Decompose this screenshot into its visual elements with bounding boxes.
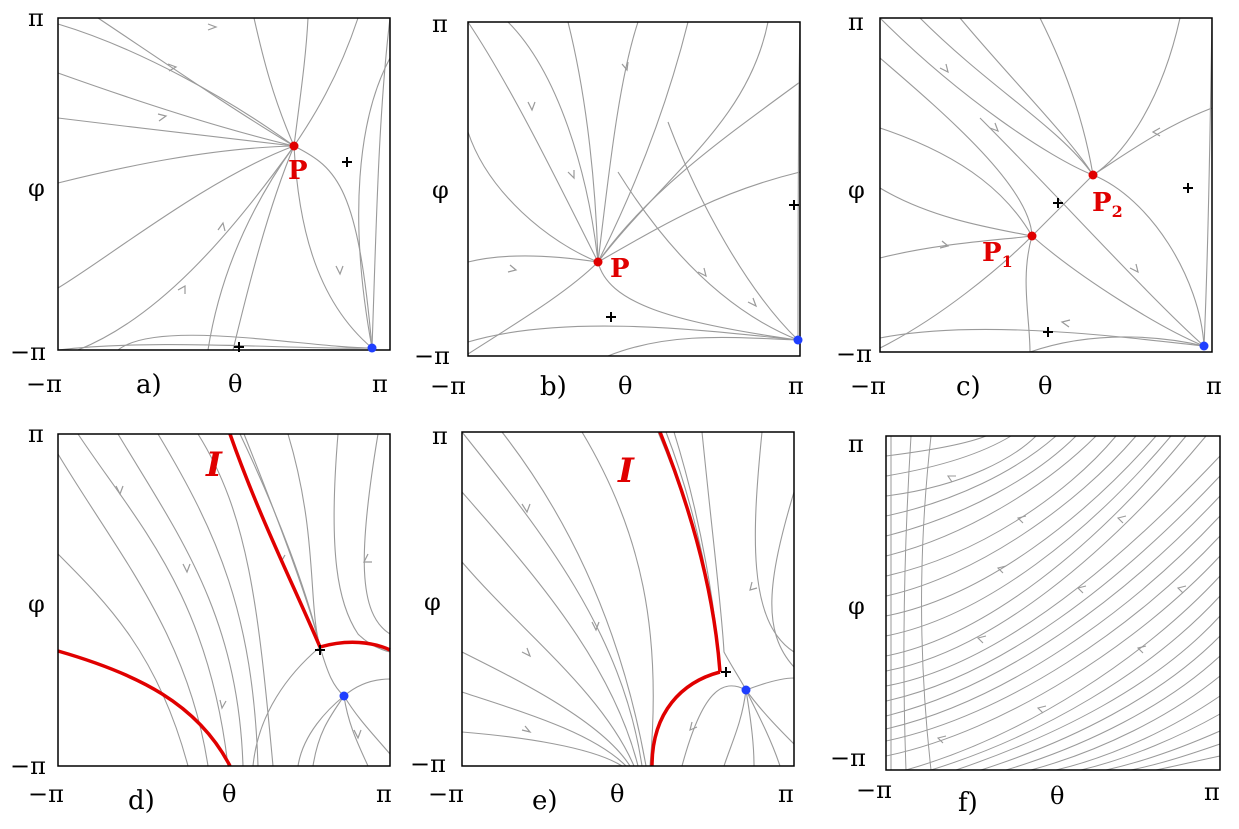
panel-d: π φ −π −π θ π d) (0, 410, 410, 829)
stable-point-p (289, 141, 299, 151)
point-label-p: P (288, 156, 308, 186)
y-max-label: π (28, 420, 44, 448)
stable-point-p2 (1088, 170, 1098, 180)
panel-a: π φ −π −π θ π a) (0, 0, 400, 410)
y-axis-label: φ (28, 590, 45, 618)
panel-tag: e) (532, 786, 558, 816)
flow-arrows (115, 485, 372, 740)
phase-portrait (879, 17, 1213, 353)
point-label-p2: P2 (1092, 188, 1123, 222)
point-label-p: P (610, 254, 630, 284)
x-max-label: π (1206, 372, 1222, 400)
x-axis-label: θ (1050, 782, 1065, 810)
saddle-point-marker (1053, 198, 1063, 208)
attractor-point (793, 335, 803, 345)
x-min-label: −π (856, 776, 892, 804)
panel-tag: b) (540, 372, 567, 402)
x-axis-label: θ (228, 370, 243, 398)
y-max-label: π (432, 10, 448, 38)
x-max-label: π (376, 780, 392, 808)
y-min-label: −π (10, 338, 46, 366)
saddle-point-marker-2 (234, 342, 244, 352)
frame (57, 17, 391, 351)
stable-point-p (593, 257, 603, 267)
panel-tag: f) (958, 788, 978, 818)
flow-lines (467, 21, 801, 357)
panel-b: π φ −π −π θ π b) (410, 0, 820, 410)
saddle-point-marker-3 (1043, 327, 1053, 337)
panel-e: π φ −π −π θ π e) (410, 410, 820, 829)
frame (57, 433, 391, 767)
x-min-label: −π (28, 780, 64, 808)
x-axis-label: θ (222, 780, 237, 808)
phase-portrait (57, 433, 391, 767)
y-max-label: π (848, 8, 864, 36)
saddle-point-marker-2 (1183, 183, 1193, 193)
saddle-point-marker-2 (606, 312, 616, 322)
flow-arrows (157, 23, 344, 294)
attractor-point (1199, 341, 1209, 351)
stable-point-p1 (1027, 231, 1037, 241)
attractor-point (339, 691, 349, 701)
phase-portrait (461, 431, 795, 767)
flow-lines (879, 17, 1213, 353)
frame (467, 21, 801, 357)
y-min-label: −π (836, 340, 872, 368)
x-max-label: π (778, 780, 794, 808)
panel-c: π φ −π −π θ π c) (822, 0, 1239, 410)
flow-lines (57, 433, 391, 767)
flow-arrows (507, 61, 758, 308)
x-axis-label: θ (618, 372, 633, 400)
y-max-label: π (432, 422, 448, 450)
x-axis-label: θ (1038, 372, 1053, 400)
phase-portrait (467, 21, 803, 357)
y-axis-label: φ (28, 174, 45, 202)
flow-lines (57, 17, 391, 351)
y-min-label: −π (410, 750, 446, 778)
flow-arrows (939, 63, 1161, 328)
y-min-label: −π (414, 342, 450, 370)
x-min-label: −π (26, 370, 62, 398)
separatrix-label-i: I (206, 445, 222, 485)
x-axis-label: θ (610, 780, 625, 808)
attractor-point (741, 685, 751, 695)
panel-f: π φ −π −π θ π f) (822, 410, 1239, 829)
saddle-point-marker (342, 157, 352, 167)
y-max-label: π (28, 4, 44, 32)
x-min-label: −π (850, 372, 886, 400)
phase-portrait (57, 17, 391, 353)
x-max-label: π (372, 370, 388, 398)
separatrix-label-i: I (618, 451, 634, 491)
point-label-p1: P1 (982, 238, 1013, 272)
x-max-label: π (1204, 778, 1220, 806)
x-min-label: −π (430, 372, 466, 400)
phase-portrait (885, 435, 1221, 771)
y-min-label: −π (830, 744, 866, 772)
x-max-label: π (788, 372, 804, 400)
y-axis-label: φ (848, 592, 865, 620)
panel-tag: d) (128, 786, 155, 816)
saddle-point-marker (315, 645, 325, 655)
y-axis-label: φ (424, 588, 441, 616)
attractor-point (367, 343, 377, 353)
separatrix-curves (57, 433, 391, 767)
flow-arrows (521, 503, 758, 734)
panel-tag: c) (956, 372, 981, 402)
saddle-point-marker (721, 667, 731, 677)
y-axis-label: φ (848, 176, 865, 204)
y-axis-label: φ (432, 176, 449, 204)
y-max-label: π (848, 430, 864, 458)
y-min-label: −π (10, 752, 46, 780)
flow-arrows (936, 475, 1187, 744)
frame (461, 431, 795, 767)
saddle-point-marker (789, 200, 799, 210)
frame (885, 435, 1221, 771)
flow-lines (885, 435, 1221, 771)
x-min-label: −π (428, 780, 464, 808)
panel-tag: a) (136, 370, 162, 400)
frame (879, 17, 1213, 353)
separatrix-curves (650, 431, 722, 767)
